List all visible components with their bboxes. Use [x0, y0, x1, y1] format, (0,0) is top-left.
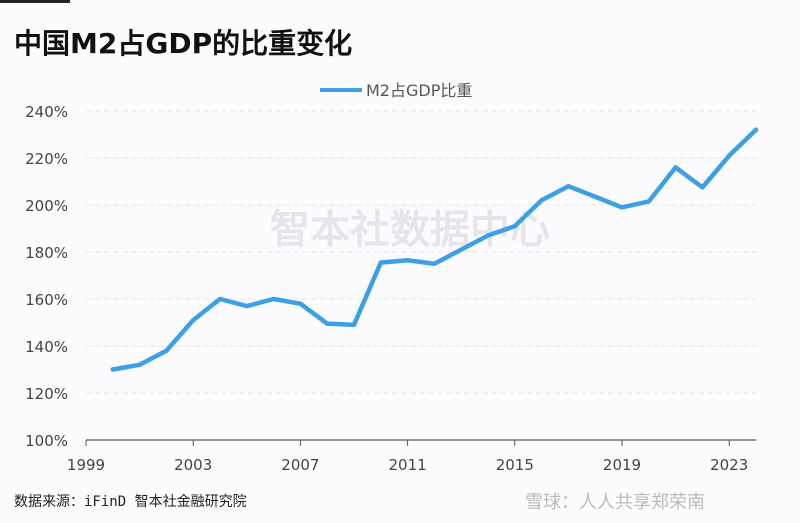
- y-tick-label: 100%: [25, 432, 68, 450]
- data-point: [164, 348, 169, 353]
- data-point: [217, 296, 223, 302]
- y-tick-label: 140%: [25, 338, 68, 356]
- y-tick-label: 220%: [25, 150, 68, 168]
- data-point: [539, 198, 544, 203]
- data-point: [325, 321, 330, 326]
- x-tick-label: 2019: [603, 456, 641, 474]
- data-point: [700, 185, 705, 190]
- y-tick-label: 160%: [25, 291, 68, 309]
- data-point: [351, 322, 357, 328]
- y-tick-label: 200%: [25, 197, 68, 215]
- data-point: [244, 303, 249, 309]
- y-tick-label: 180%: [25, 244, 68, 262]
- x-tick-label: 2011: [389, 456, 427, 474]
- data-point: [378, 260, 383, 265]
- data-point: [432, 261, 437, 266]
- data-point: [298, 301, 303, 306]
- legend: M2占GDP比重: [320, 81, 472, 100]
- x-tick-label: 2007: [281, 456, 319, 474]
- data-point: [619, 205, 625, 210]
- legend-label: M2占GDP比重: [366, 81, 472, 100]
- data-point: [459, 247, 464, 252]
- data-point: [110, 367, 116, 372]
- data-point: [512, 223, 517, 229]
- data-point: [673, 165, 678, 170]
- data-point: [485, 233, 491, 238]
- x-tick-label: 2015: [496, 456, 534, 474]
- y-tick-label: 120%: [25, 385, 68, 403]
- x-tick-label: 2023: [710, 456, 748, 474]
- data-point: [753, 127, 759, 132]
- y-tick-label: 240%: [25, 103, 68, 121]
- data-point: [271, 296, 276, 302]
- data-point: [646, 199, 651, 204]
- x-tick-label: 2003: [174, 456, 212, 474]
- data-point: [566, 184, 571, 189]
- data-point: [191, 317, 196, 323]
- data-point: [727, 153, 732, 158]
- data-point: [593, 194, 598, 199]
- top-bar-decoration: [0, 0, 70, 3]
- credit-watermark: 雪球：人人共享郑荣南: [525, 492, 705, 513]
- data-point: [405, 258, 410, 263]
- chart-title: 中国M2占GDP的比重变化: [14, 27, 353, 60]
- data-source: 数据来源：iFinD 智本社金融研究院: [14, 494, 247, 510]
- data-point: [137, 362, 142, 367]
- x-tick-label: 1999: [67, 456, 105, 474]
